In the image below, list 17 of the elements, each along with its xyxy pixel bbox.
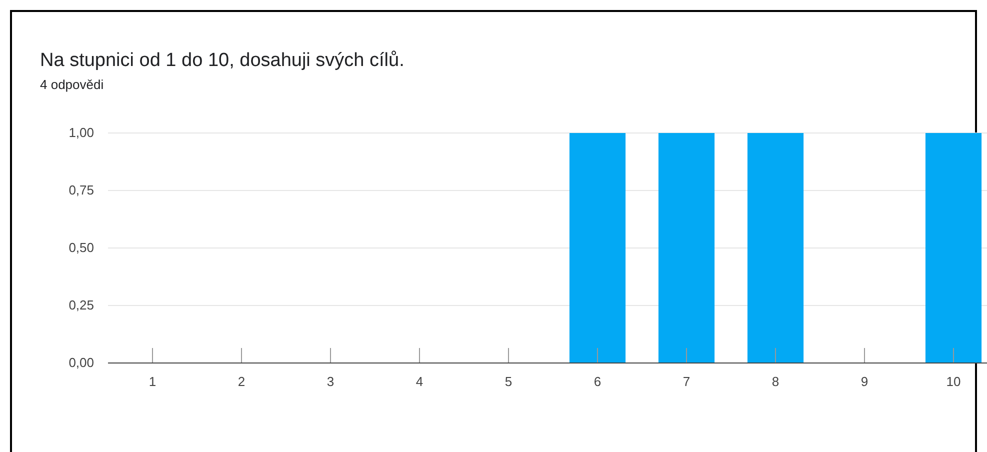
x-tick-label: 4 — [416, 374, 424, 390]
x-tick-label: 1 — [148, 374, 156, 390]
x-tick-label: 10 — [946, 374, 961, 390]
chart-subtitle: 4 odpovědi — [40, 77, 104, 92]
x-tick-label: 5 — [504, 374, 512, 390]
x-tick-label: 7 — [682, 374, 690, 390]
chart-title: Na stupnici od 1 do 10, dosahuji svých cílů. — [40, 50, 404, 71]
y-tick-label: 0,25 — [68, 298, 94, 313]
y-tick-label: 0,75 — [68, 182, 94, 198]
x-tick-label: 9 — [860, 374, 868, 390]
y-tick-label: 0,50 — [68, 240, 94, 256]
x-tick-label: 2 — [238, 374, 246, 390]
x-tick-label: 8 — [772, 374, 780, 390]
y-tick-label: 0,00 — [68, 355, 94, 370]
x-tick-label: 6 — [594, 374, 602, 390]
y-tick-label: 1,00 — [68, 125, 94, 140]
x-tick-label: 3 — [326, 374, 334, 390]
